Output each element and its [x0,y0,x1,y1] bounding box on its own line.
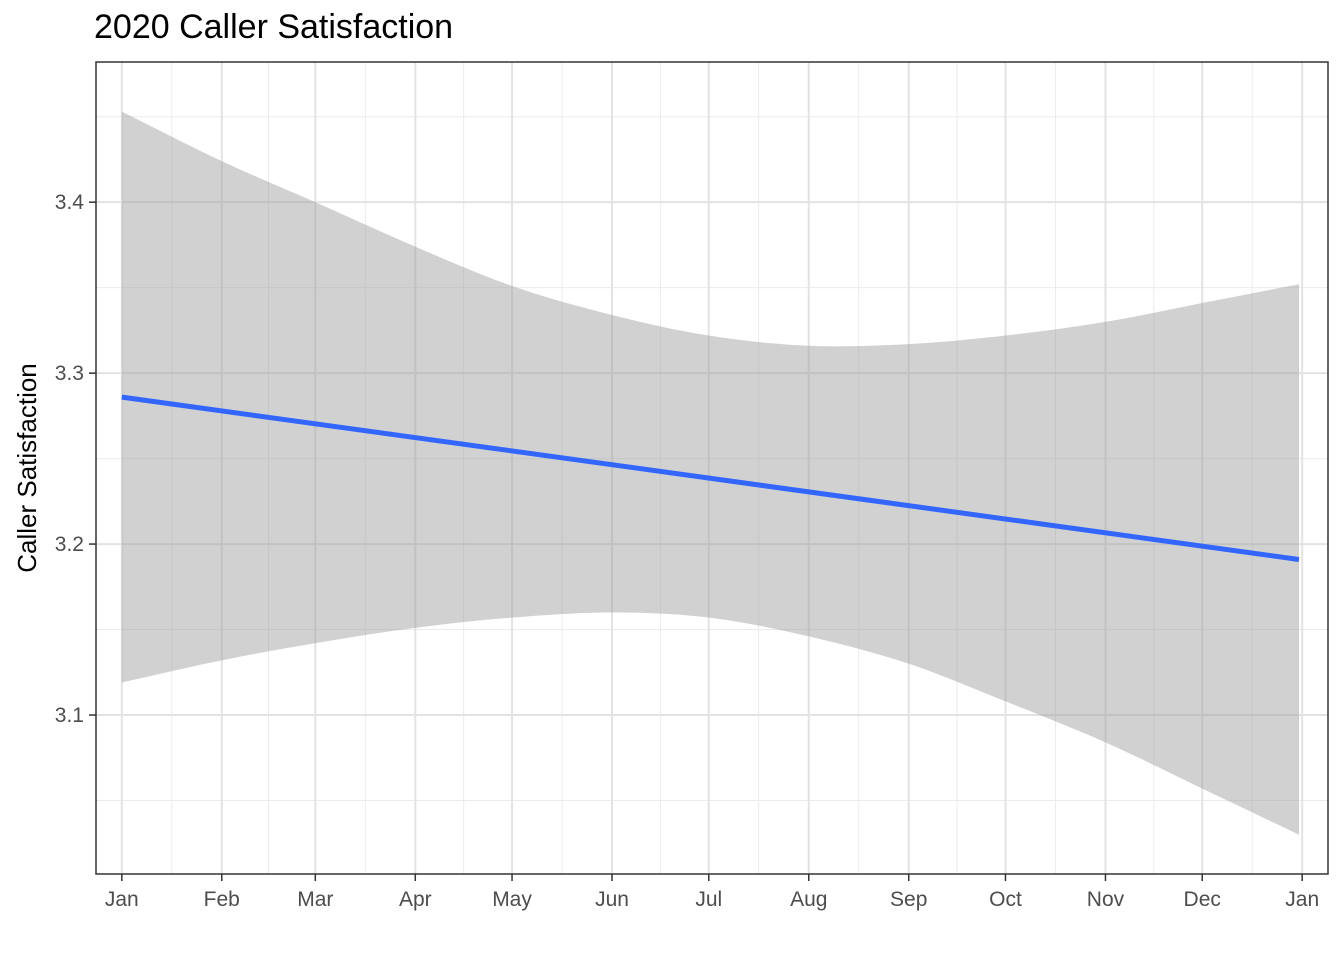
x-tick-label: Jun [595,888,629,911]
trend-line [121,394,1300,562]
y-tick-label: 3.1 [55,704,84,727]
x-tick-label: Nov [1087,888,1125,911]
confidence-band [121,111,1299,835]
data-layer [121,111,1300,835]
x-tick-label: Dec [1184,888,1221,911]
x-tick-label: May [492,888,532,911]
y-tick-label: 3.3 [55,362,84,385]
x-tick-label: Oct [989,888,1022,911]
y-axis-title: Caller Satisfaction [12,363,42,573]
x-tick-label: Jan [1285,888,1319,911]
x-tick-label: Jul [695,888,722,911]
x-tick-label: Mar [297,888,333,911]
y-tick-label: 3.2 [55,533,84,556]
x-tick-label: Apr [399,888,432,911]
y-tick-label: 3.4 [55,191,85,214]
panel-border [95,61,1329,875]
axis-layer: Jan Feb Mar Apr May Jun Jul Aug Sep Oct Nov Dec Jan 3… [55,61,1329,911]
x-tick-label: Feb [204,888,240,911]
grid-layer [96,62,1328,874]
chart-title: 2020 Caller Satisfaction [94,8,453,46]
x-tick-label: Sep [890,888,927,911]
x-tick-label: Jan [105,888,139,911]
x-tick-label: Aug [790,888,827,911]
